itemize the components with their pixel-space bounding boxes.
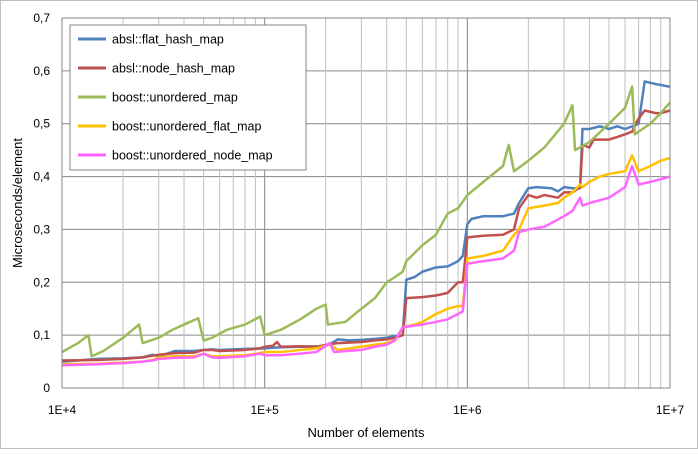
x-tick-labels: 1E+4 1E+5 1E+6 1E+7 [48, 403, 685, 417]
y-axis-title: Microseconds/element [10, 138, 25, 268]
legend-label: boost::unordered_flat_map [112, 120, 261, 134]
legend-label: absl::node_hash_map [112, 62, 235, 76]
series-line-5 [61, 164, 671, 367]
legend-label: boost::unordered_node_map [112, 149, 273, 163]
y-tick-label: 0,1 [33, 328, 50, 342]
y-tick-label: 0,5 [33, 117, 50, 131]
x-tick-label: 1E+4 [48, 403, 77, 417]
series-line-3 [61, 85, 671, 358]
y-tick-label: 0 [43, 381, 50, 395]
plot-area-border [61, 17, 671, 389]
x-axis-title: Number of elements [307, 425, 425, 440]
y-tick-label: 0,7 [33, 11, 50, 25]
x-tick-label: 1E+5 [250, 403, 279, 417]
y-tick-label: 0,3 [33, 222, 50, 236]
x-tick-label: 1E+6 [453, 403, 482, 417]
y-tick-label: 0,6 [33, 64, 50, 78]
legend-box [69, 24, 307, 171]
y-tick-labels: 0 0,1 0,2 0,3 0,4 0,5 0,6 0,7 [33, 11, 50, 395]
series-lines [61, 80, 671, 367]
x-tick-label: 1E+7 [656, 403, 685, 417]
y-tick-label: 0,4 [33, 170, 50, 184]
legend-label: boost::unordered_map [112, 91, 238, 105]
legend: absl::flat_hash_mapabsl::node_hash_mapbo… [69, 24, 307, 171]
y-tick-label: 0,2 [33, 275, 50, 289]
legend-label: absl::flat_hash_map [112, 33, 224, 47]
